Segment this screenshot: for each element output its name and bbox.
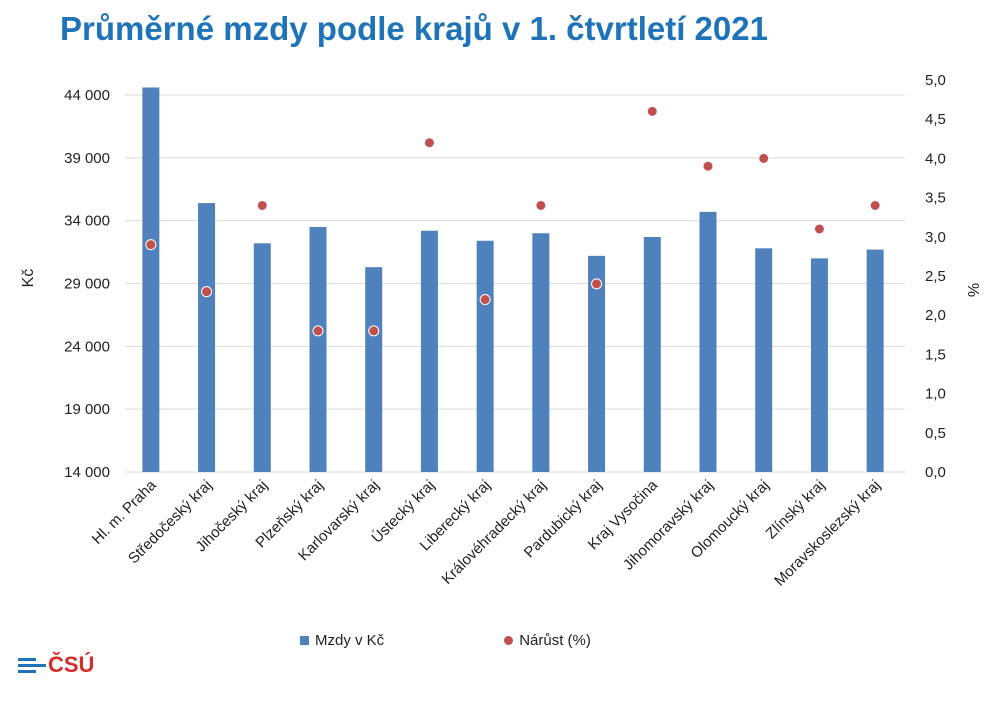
bar — [755, 248, 773, 472]
y2-tick-label: 3,0 — [925, 229, 946, 246]
bar — [476, 240, 494, 472]
bar — [866, 249, 884, 472]
logo-lines-icon — [18, 657, 46, 673]
y-tick-label: 34 000 — [64, 213, 110, 230]
bar — [253, 243, 271, 472]
y-tick-label: 14 000 — [64, 464, 110, 481]
y2-tick-label: 5,0 — [925, 72, 946, 89]
growth-point — [758, 152, 770, 164]
legend-item-growth: Nárůst (%) — [504, 632, 591, 649]
growth-point — [145, 239, 157, 251]
x-tick-label: Královéhradecký kraj — [439, 477, 550, 588]
x-tick-label: Moravskoslezský kraj — [771, 477, 884, 590]
y2-tick-label: 1,0 — [925, 386, 946, 403]
growth-point — [368, 325, 380, 337]
chart-title: Průměrné mzdy podle krajů v 1. čtvrtletí… — [60, 10, 768, 47]
bar — [309, 226, 327, 472]
y2-tick-label: 1,5 — [925, 346, 946, 363]
growth-point — [479, 294, 491, 306]
logo-text: ČSÚ — [48, 652, 95, 677]
y-tick-label: 44 000 — [64, 87, 110, 104]
growth-point — [201, 286, 213, 298]
legend-label-wages: Mzdy v Kč — [315, 632, 385, 649]
bar — [643, 237, 661, 472]
growth-point — [646, 105, 658, 117]
bar — [365, 267, 383, 472]
y2-axis-label: % — [964, 283, 981, 297]
y2-tick-label: 4,5 — [925, 111, 946, 128]
y-tick-label: 24 000 — [64, 338, 110, 355]
growth-point — [256, 199, 268, 211]
bar — [532, 233, 550, 472]
growth-point — [702, 160, 714, 172]
y-tick-label: 19 000 — [64, 401, 110, 418]
y2-tick-label: 0,0 — [925, 464, 946, 481]
y2-tick-label: 0,5 — [925, 425, 946, 442]
bar — [699, 211, 717, 472]
y-tick-label: 39 000 — [64, 150, 110, 167]
legend-bar-swatch — [300, 636, 309, 645]
y2-tick-label: 4,0 — [925, 150, 946, 167]
y2-tick-label: 2,5 — [925, 268, 946, 285]
bar — [198, 203, 216, 472]
growth-point — [591, 278, 603, 290]
legend-label-growth: Nárůst (%) — [519, 632, 591, 649]
growth-point — [869, 199, 881, 211]
y2-tick-label: 3,5 — [925, 190, 946, 207]
legend-dot-swatch — [504, 636, 514, 645]
growth-point — [535, 199, 547, 211]
bar — [420, 230, 438, 472]
legend: Mzdy v Kč Nárůst (%) — [300, 632, 591, 649]
y-tick-label: 29 000 — [64, 276, 110, 293]
growth-point — [813, 223, 825, 235]
bar — [588, 255, 606, 472]
y-axis-label: Kč — [20, 269, 37, 288]
legend-item-wages: Mzdy v Kč — [300, 632, 384, 649]
bar — [142, 87, 160, 473]
growth-point — [423, 137, 435, 149]
csu-logo: ČSÚ — [18, 652, 94, 678]
growth-point — [312, 325, 324, 337]
y2-tick-label: 2,0 — [925, 307, 946, 324]
bar — [810, 258, 828, 472]
